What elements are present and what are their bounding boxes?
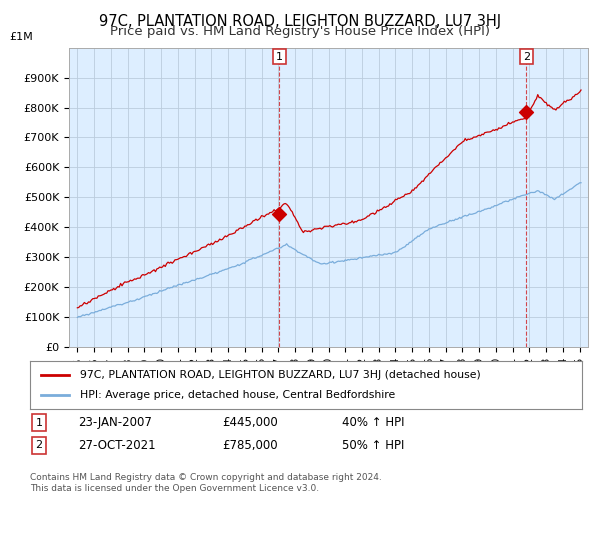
Text: 97C, PLANTATION ROAD, LEIGHTON BUZZARD, LU7 3HJ (detached house): 97C, PLANTATION ROAD, LEIGHTON BUZZARD, …	[80, 370, 481, 380]
Text: £445,000: £445,000	[222, 416, 278, 430]
Text: Contains HM Land Registry data © Crown copyright and database right 2024.
This d: Contains HM Land Registry data © Crown c…	[30, 473, 382, 493]
Text: 1: 1	[276, 52, 283, 62]
Text: 50% ↑ HPI: 50% ↑ HPI	[342, 438, 404, 452]
Text: £785,000: £785,000	[222, 438, 278, 452]
Text: £1M: £1M	[10, 31, 33, 41]
Point	[521, 108, 531, 116]
Text: 27-OCT-2021: 27-OCT-2021	[78, 438, 155, 452]
Text: 2: 2	[523, 52, 530, 62]
Text: Price paid vs. HM Land Registry's House Price Index (HPI): Price paid vs. HM Land Registry's House …	[110, 25, 490, 38]
Text: 1: 1	[35, 418, 43, 428]
Text: 23-JAN-2007: 23-JAN-2007	[78, 416, 152, 430]
Text: 40% ↑ HPI: 40% ↑ HPI	[342, 416, 404, 430]
Point	[275, 209, 284, 218]
Text: 2: 2	[35, 440, 43, 450]
Text: HPI: Average price, detached house, Central Bedfordshire: HPI: Average price, detached house, Cent…	[80, 390, 395, 400]
Text: 97C, PLANTATION ROAD, LEIGHTON BUZZARD, LU7 3HJ: 97C, PLANTATION ROAD, LEIGHTON BUZZARD, …	[99, 14, 501, 29]
